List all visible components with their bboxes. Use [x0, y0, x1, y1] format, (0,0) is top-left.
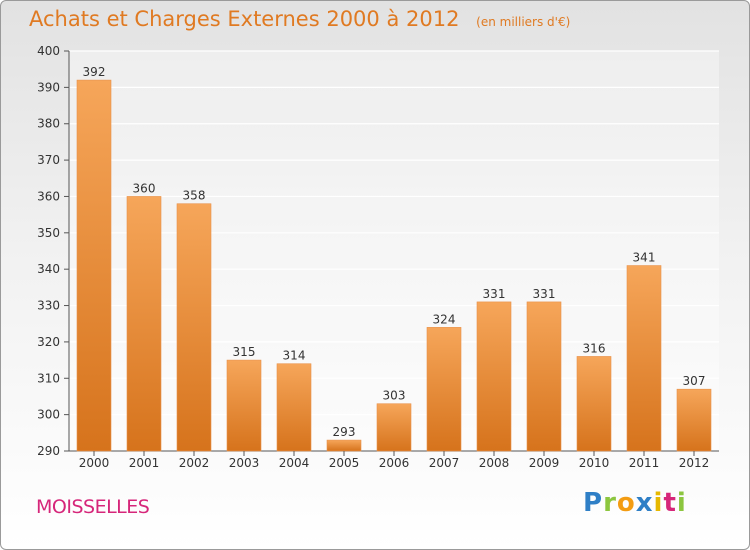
chart-title-text: Achats et Charges Externes 2000 à 2012 [29, 7, 460, 31]
logo-letter: r [603, 488, 617, 518]
x-tick-label: 2006 [379, 456, 410, 470]
data-label: 314 [283, 349, 306, 363]
y-tick-label: 330 [37, 299, 60, 313]
data-label: 293 [333, 425, 356, 439]
x-tick-label: 2005 [329, 456, 360, 470]
data-label: 303 [383, 389, 406, 403]
y-tick-label: 290 [37, 444, 60, 458]
logo-letter: i [676, 488, 687, 518]
bar [276, 363, 312, 452]
x-tick-label: 2007 [429, 456, 460, 470]
x-tick-label: 2004 [279, 456, 310, 470]
x-tick-label: 2001 [129, 456, 160, 470]
data-label: 360 [133, 181, 156, 195]
x-tick-label: 2002 [179, 456, 210, 470]
y-tick-label: 400 [37, 44, 60, 58]
commune-name: MOISSELLES [36, 496, 150, 518]
logo-letter: P [583, 488, 604, 518]
x-tick-label: 2010 [579, 456, 610, 470]
y-tick-label: 310 [37, 371, 60, 385]
y-tick-label: 360 [37, 189, 60, 203]
bar [226, 359, 262, 452]
y-tick-label: 350 [37, 226, 60, 240]
proxiti-logo: Proxiti [583, 488, 687, 518]
data-label: 331 [483, 287, 506, 301]
y-tick-label: 320 [37, 335, 60, 349]
data-label: 331 [533, 287, 556, 301]
y-tick-label: 300 [37, 408, 60, 422]
bar [326, 439, 362, 452]
bar [576, 356, 612, 452]
y-tick-label: 370 [37, 153, 60, 167]
data-label: 315 [233, 345, 256, 359]
bar [526, 301, 562, 452]
bar [76, 79, 112, 452]
logo-letter: i [653, 488, 664, 518]
x-tick-label: 2012 [679, 456, 710, 470]
data-label: 316 [583, 341, 606, 355]
chart-title: Achats et Charges Externes 2000 à 2012 (… [29, 7, 570, 31]
x-tick-label: 2011 [629, 456, 660, 470]
bar [476, 301, 512, 452]
bar [676, 388, 712, 452]
logo-letter: o [616, 488, 636, 518]
x-tick-label: 2008 [479, 456, 510, 470]
logo-letter: t [663, 488, 677, 518]
chart-subtitle: (en milliers d'€) [476, 15, 571, 29]
bar [126, 196, 162, 452]
y-tick-label: 340 [37, 262, 60, 276]
bar [626, 265, 662, 452]
y-tick-label: 380 [37, 117, 60, 131]
data-label: 341 [633, 251, 656, 265]
x-tick-label: 2000 [79, 456, 110, 470]
y-tick-label: 390 [37, 80, 60, 94]
bar [176, 203, 212, 452]
data-label: 307 [683, 374, 706, 388]
data-label: 324 [433, 312, 456, 326]
logo-letter: x [635, 488, 654, 518]
x-tick-label: 2003 [229, 456, 260, 470]
bar [376, 403, 412, 452]
data-label: 358 [183, 189, 206, 203]
bar [426, 327, 462, 452]
data-label: 392 [83, 65, 106, 79]
x-tick-label: 2009 [529, 456, 560, 470]
